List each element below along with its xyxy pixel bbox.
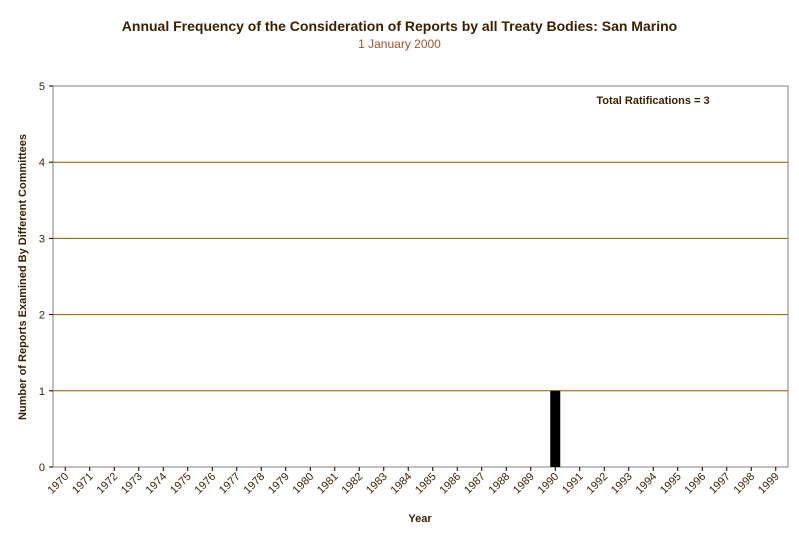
x-tick-label: 1994 (634, 471, 660, 497)
x-tick-label: 1989 (511, 471, 537, 497)
x-tick-label: 1998 (732, 471, 758, 497)
gridlines (53, 85, 788, 392)
x-tick-labels: 1970197119721973197419751976197719781979… (46, 467, 782, 496)
x-tick-label: 1984 (389, 471, 415, 497)
x-tick-label: 1990 (536, 471, 562, 497)
x-tick-label: 1985 (413, 471, 439, 497)
x-tick-label: 1974 (144, 471, 170, 497)
x-tick-label: 1976 (193, 471, 219, 497)
x-tick-label: 1972 (95, 471, 121, 497)
x-tick-label: 1997 (707, 471, 733, 497)
y-tick-labels: 0 1 2 3 4 5 (39, 81, 53, 474)
y-tick-label: 0 (39, 462, 45, 474)
plot-frame (52, 85, 789, 468)
x-tick-label: 1970 (46, 471, 72, 497)
bars (550, 390, 561, 467)
x-axis-title: Year (408, 513, 432, 525)
x-tick-label: 1973 (119, 471, 145, 497)
x-tick-label: 1993 (609, 471, 635, 497)
chart-title: Annual Frequency of the Consideration of… (121, 18, 678, 34)
x-tick-label: 1987 (462, 471, 488, 497)
bar-1990 (550, 390, 561, 467)
x-tick-label: 1979 (266, 471, 292, 497)
x-tick-label: 1971 (70, 471, 96, 497)
x-tick-label: 1988 (487, 471, 513, 497)
x-tick-label: 1992 (585, 471, 611, 497)
x-tick-label: 1977 (217, 471, 243, 497)
y-tick-label: 4 (39, 157, 45, 169)
x-tick-label: 1996 (683, 471, 709, 497)
y-tick-label: 2 (39, 310, 45, 322)
x-tick-label: 1975 (168, 471, 194, 497)
y-tick-label: 1 (39, 386, 45, 398)
x-tick-label: 1983 (364, 471, 390, 497)
y-tick-label: 5 (39, 81, 45, 93)
x-tick-label: 1995 (658, 471, 684, 497)
total-ratifications-annotation: Total Ratifications = 3 (596, 95, 709, 107)
x-tick-label: 1991 (560, 471, 586, 497)
x-tick-label: 1999 (756, 471, 782, 497)
x-tick-label: 1981 (315, 471, 341, 497)
x-tick-label: 1978 (242, 471, 268, 497)
x-tick-label: 1982 (340, 471, 366, 497)
y-tick-label: 3 (39, 233, 45, 245)
x-tick-label: 1986 (438, 471, 464, 497)
chart-subtitle: 1 January 2000 (358, 37, 441, 51)
x-tick-label: 1980 (291, 471, 317, 497)
y-axis-title: Number of Reports Examined By Different … (17, 134, 29, 420)
